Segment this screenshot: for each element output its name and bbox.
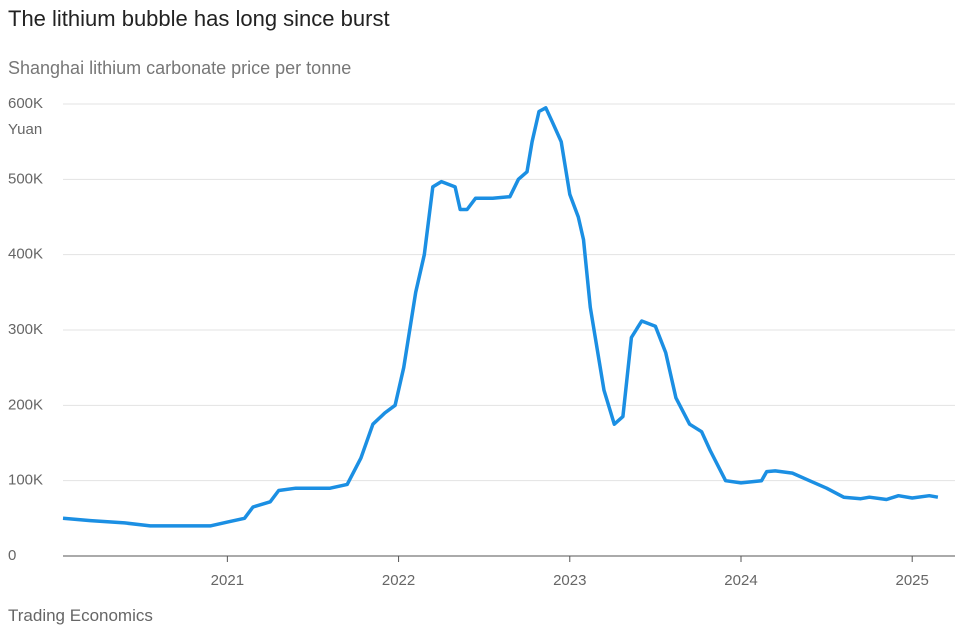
y-tick-label: 400K — [8, 246, 43, 263]
y-tick-label: 500K — [8, 170, 43, 187]
chart-title: The lithium bubble has long since burst — [8, 6, 390, 31]
x-tick-label: 2023 — [553, 572, 586, 589]
chart-subtitle: Shanghai lithium carbonate price per ton… — [8, 58, 351, 78]
source: Trading Economics — [8, 606, 153, 625]
y-tick-label: 0 — [8, 547, 16, 564]
y-tick-label: 200K — [8, 396, 43, 413]
x-tick-label: 2024 — [724, 572, 757, 589]
x-tick-label: 2022 — [382, 572, 415, 589]
y-tick-label: 300K — [8, 321, 43, 338]
y-tick-label: 100K — [8, 472, 43, 489]
x-tick-label: 2021 — [211, 572, 244, 589]
y-tick-label: 600K — [8, 95, 43, 112]
line-series — [62, 106, 939, 528]
y-unit: Yuan — [8, 121, 42, 138]
x-tick-label: 2025 — [896, 572, 929, 589]
